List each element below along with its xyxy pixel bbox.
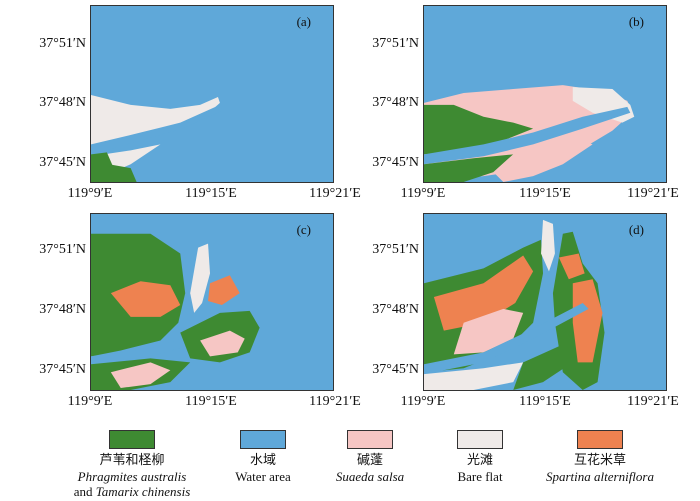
lon-label-b-2: 119°15′E: [519, 186, 571, 201]
legend-swatch-bare-flat: [457, 430, 503, 449]
map-panel-b: (b): [423, 5, 667, 183]
lat-label-c-1: 37°51′N: [39, 242, 86, 257]
legend-item-spartina: 互花米草 Spartina alterniflora: [530, 430, 670, 484]
legend-cn-bare-flat: 光滩: [466, 453, 493, 468]
lon-label-b-1: 119°9′E: [400, 186, 446, 201]
lon-label-b-3: 119°21′E: [627, 186, 679, 201]
map-d-graphic: [424, 214, 666, 390]
lat-label-a-3: 37°45′N: [39, 155, 86, 170]
legend-cn-water: 水域: [249, 453, 276, 468]
legend-en-reed-tamarix-line1: Phragmites australis: [77, 469, 187, 484]
lon-label-a-2: 119°15′E: [185, 186, 237, 201]
map-c-graphic: [91, 214, 333, 390]
legend-swatch-suaeda: [347, 430, 393, 449]
map-panel-a: (a): [90, 5, 334, 183]
lon-label-c-2: 119°15′E: [185, 394, 237, 409]
lon-label-a-3: 119°21′E: [309, 186, 361, 201]
map-b-graphic: [424, 6, 666, 182]
lat-label-c-2: 37°48′N: [39, 302, 86, 317]
legend-cn-reed-tamarix: 芦苇和柽柳: [99, 453, 165, 468]
legend-cn-suaeda: 碱蓬: [356, 453, 383, 468]
lat-label-a-1: 37°51′N: [39, 36, 86, 51]
lon-label-c-3: 119°21′E: [309, 394, 361, 409]
panel-tag-c: (c): [296, 222, 311, 237]
lon-label-d-2: 119°15′E: [519, 394, 571, 409]
panel-tag-d: (d): [628, 222, 644, 237]
legend-cn-spartina: 互花米草: [573, 453, 626, 468]
lat-label-d-2: 37°48′N: [372, 302, 419, 317]
panel-tag-a: (a): [296, 14, 311, 29]
panel-tag-b: (b): [628, 14, 644, 29]
legend-en-reed-tamarix-line2: and Tamarix chinensis: [73, 484, 191, 499]
lon-label-a-1: 119°9′E: [67, 186, 113, 201]
legend-item-reed-tamarix: 芦苇和柽柳 Phragmites australis and Tamarix c…: [62, 430, 202, 499]
lon-label-c-1: 119°9′E: [67, 394, 113, 409]
legend-en-spartina: Spartina alterniflora: [546, 469, 654, 484]
lat-label-b-1: 37°51′N: [372, 36, 419, 51]
lat-label-a-2: 37°48′N: [39, 95, 86, 110]
legend-swatch-water: [240, 430, 286, 449]
legend-en-suaeda: Suaeda salsa: [335, 469, 405, 484]
map-panel-c: (c): [90, 213, 334, 391]
lat-label-b-3: 37°45′N: [372, 155, 419, 170]
map-panel-d: (d): [423, 213, 667, 391]
lon-label-d-1: 119°9′E: [400, 394, 446, 409]
lon-label-d-3: 119°21′E: [627, 394, 679, 409]
lat-label-d-1: 37°51′N: [372, 242, 419, 257]
legend-en-water: Water area: [235, 469, 291, 484]
legend-swatch-reed-tamarix: [109, 430, 155, 449]
map-a-graphic: [91, 6, 333, 182]
lat-label-c-3: 37°45′N: [39, 362, 86, 377]
legend-item-bare-flat: 光滩 Bare flat: [410, 430, 550, 484]
lat-label-d-3: 37°45′N: [372, 362, 419, 377]
legend-item-suaeda: 碱蓬 Suaeda salsa: [300, 430, 440, 484]
legend-swatch-spartina: [577, 430, 623, 449]
legend-en-bare-flat: Bare flat: [457, 469, 503, 484]
legend-item-water: 水域 Water area: [193, 430, 333, 484]
lat-label-b-2: 37°48′N: [372, 95, 419, 110]
